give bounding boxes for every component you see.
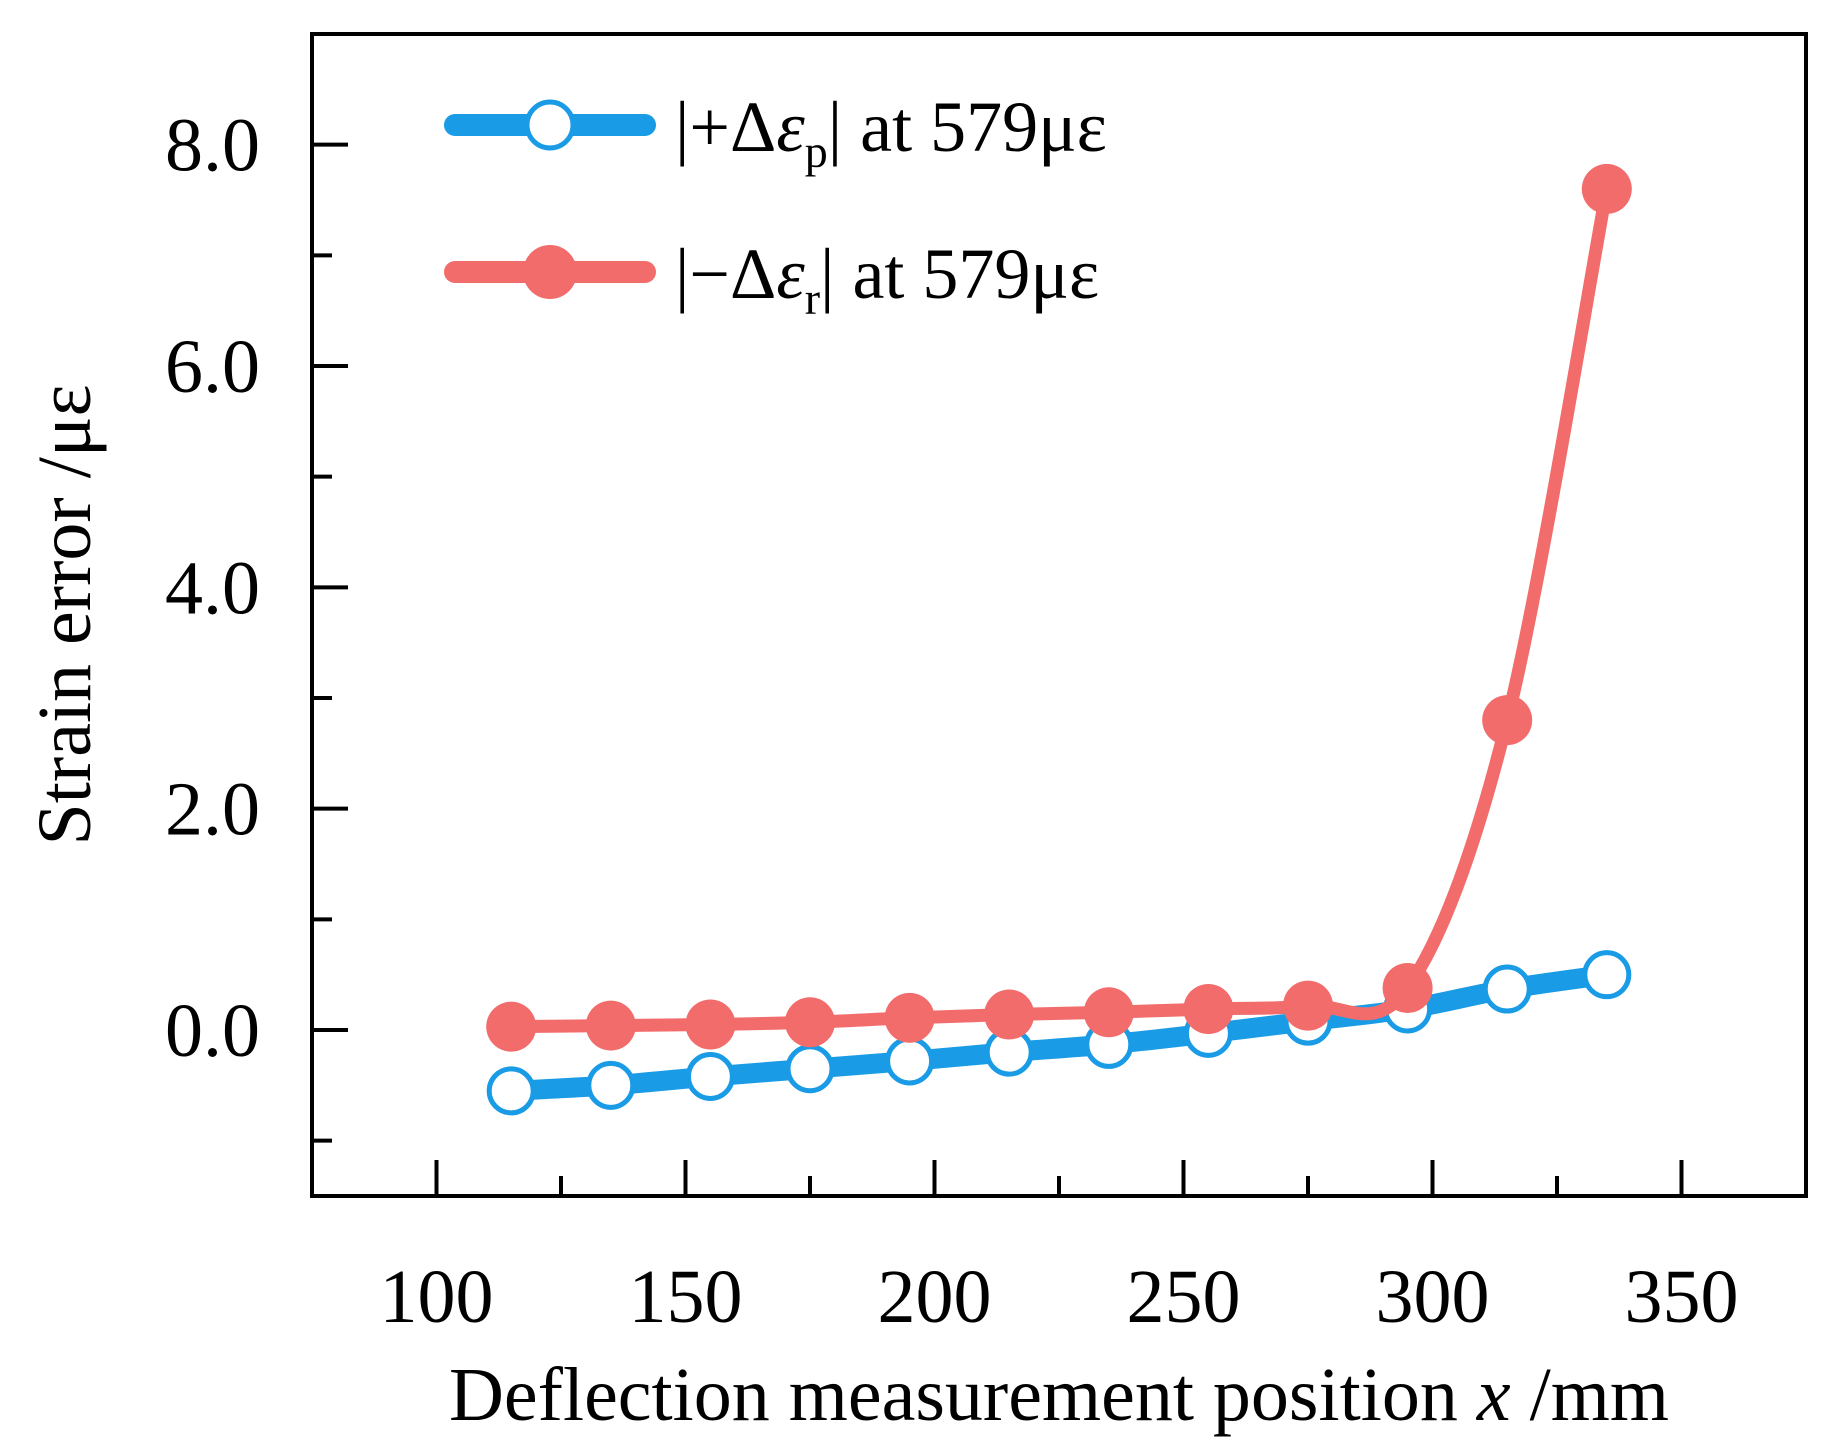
data-point [1382,962,1433,1013]
data-point [1482,695,1533,746]
data-point [586,1060,636,1110]
series-layer [486,163,1632,1116]
x-tick-label: 200 [878,1255,992,1339]
legend: |+Δεp| at 579με |−Δεr| at 579με [444,87,1107,324]
y-tick-label: 8.0 [165,104,260,188]
series-line [504,182,1614,1034]
x-axis-title: Deflection measurement position x /mm [449,1353,1669,1437]
legend-marker-r [523,245,577,299]
legend-label-p: |+Δεp| at 579με [675,87,1107,177]
data-point [785,997,835,1048]
y-axis-title: Strain error /με [23,385,107,846]
data-point [785,1044,835,1094]
x-tick-label: 350 [1625,1255,1739,1339]
data-point [685,999,736,1050]
x-tick-label: 100 [380,1255,494,1339]
data-point [1482,964,1532,1014]
legend-entry-p: |+Δεp| at 579με [444,87,1107,177]
data-point [1582,950,1632,1000]
data-point [486,1001,537,1052]
series-p [486,950,1632,1116]
data-point [1581,163,1632,214]
y-tick-label: 0.0 [165,989,260,1073]
data-point [885,1036,935,1086]
data-point [685,1051,735,1101]
series-r [486,163,1632,1052]
legend-entry-r: |−Δεr| at 579με [444,234,1099,324]
data-point [1083,987,1134,1038]
data-point [884,992,935,1043]
series-line [501,964,1617,1101]
y-tick-label: 6.0 [165,325,260,409]
data-point [1283,980,1333,1031]
x-tick-label: 150 [629,1255,743,1339]
legend-label-r: |−Δεr| at 579με [675,234,1099,324]
x-tick-label: 300 [1376,1255,1490,1339]
data-point [585,1000,636,1051]
data-point [1183,983,1234,1034]
y-tick-label: 4.0 [165,546,260,630]
data-point [984,989,1035,1040]
x-tick-label: 250 [1127,1255,1241,1339]
tick-labels: 100 150 200 250 300 350 0.0 2.0 4.0 6.0 8.0 [165,104,1739,1339]
data-point [486,1066,536,1116]
y-tick-label: 2.0 [165,768,260,852]
legend-marker-p [524,99,576,151]
axis-ticks [312,142,1808,1196]
